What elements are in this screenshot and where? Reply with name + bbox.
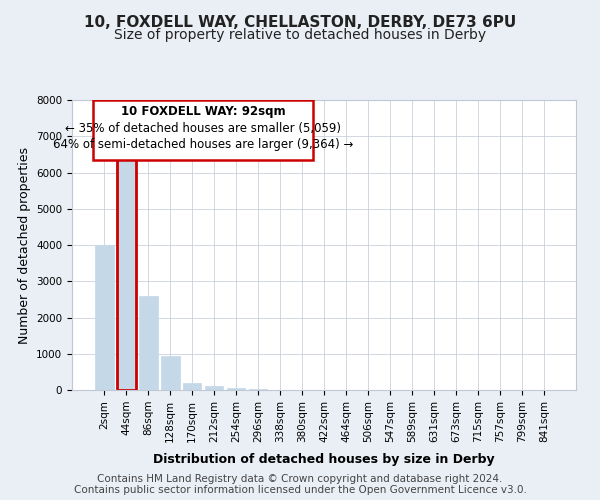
Bar <box>139 296 158 390</box>
Text: 10, FOXDELL WAY, CHELLASTON, DERBY, DE73 6PU: 10, FOXDELL WAY, CHELLASTON, DERBY, DE73… <box>84 15 516 30</box>
Text: ← 35% of detached houses are smaller (5,059): ← 35% of detached houses are smaller (5,… <box>65 122 341 135</box>
Text: 10 FOXDELL WAY: 92sqm: 10 FOXDELL WAY: 92sqm <box>121 106 286 118</box>
Text: Contains public sector information licensed under the Open Government Licence v3: Contains public sector information licen… <box>74 485 526 495</box>
Bar <box>227 388 245 390</box>
FancyBboxPatch shape <box>93 100 313 160</box>
Y-axis label: Number of detached properties: Number of detached properties <box>17 146 31 344</box>
Bar <box>183 383 202 390</box>
Bar <box>205 386 223 390</box>
Text: Contains HM Land Registry data © Crown copyright and database right 2024.: Contains HM Land Registry data © Crown c… <box>97 474 503 484</box>
Bar <box>117 151 136 390</box>
Bar <box>95 245 113 390</box>
Bar <box>161 356 179 390</box>
Text: Size of property relative to detached houses in Derby: Size of property relative to detached ho… <box>114 28 486 42</box>
Text: 64% of semi-detached houses are larger (9,364) →: 64% of semi-detached houses are larger (… <box>53 138 353 151</box>
X-axis label: Distribution of detached houses by size in Derby: Distribution of detached houses by size … <box>153 453 495 466</box>
